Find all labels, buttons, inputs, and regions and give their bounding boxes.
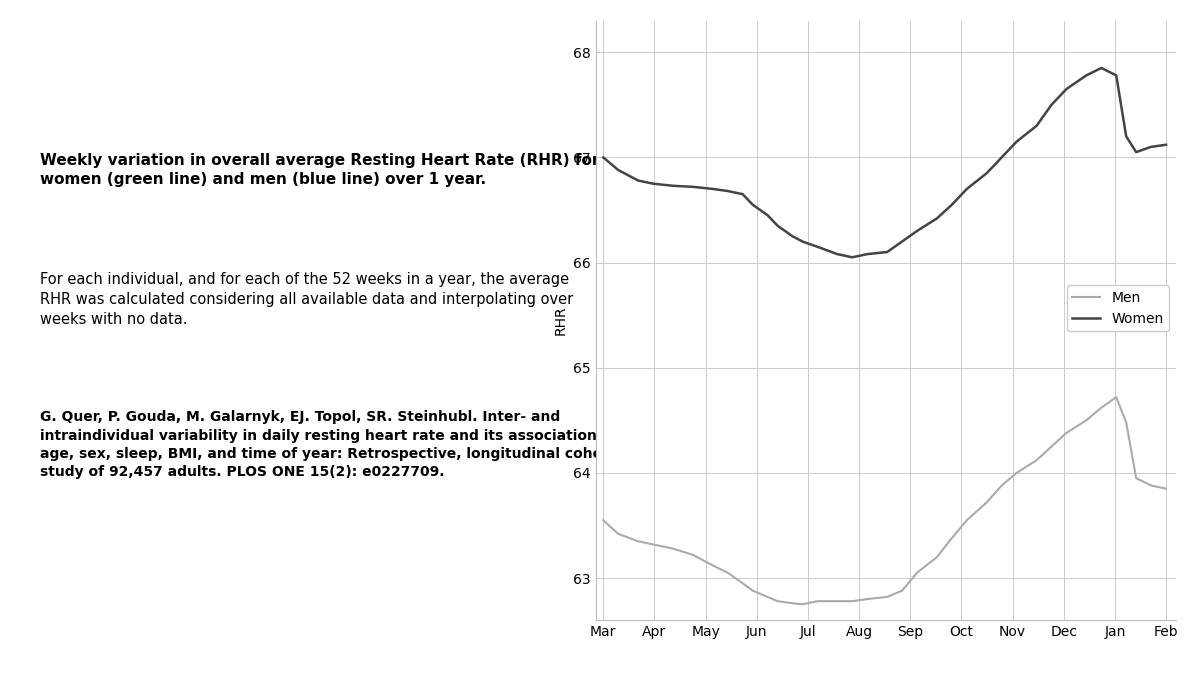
Men xyxy=(1009,469,1024,477)
Women xyxy=(666,182,680,190)
Men xyxy=(1030,456,1044,464)
Women xyxy=(1109,71,1123,79)
Men xyxy=(736,579,750,588)
Women xyxy=(910,227,924,235)
Women xyxy=(979,169,994,177)
Men xyxy=(880,593,894,601)
Women xyxy=(1094,64,1109,72)
Women xyxy=(785,232,799,240)
Men xyxy=(1109,393,1123,401)
Women xyxy=(860,250,875,258)
Women xyxy=(745,200,760,209)
Women xyxy=(1030,122,1044,130)
Men xyxy=(1159,484,1174,493)
Men xyxy=(979,498,994,506)
Women xyxy=(830,250,845,258)
Women xyxy=(995,153,1009,161)
Men xyxy=(1094,404,1109,412)
Men xyxy=(810,597,824,606)
Men xyxy=(685,551,700,559)
Women xyxy=(880,248,894,256)
Women xyxy=(944,200,959,209)
Men xyxy=(666,544,680,553)
Women xyxy=(596,153,611,161)
Men xyxy=(910,568,924,577)
Line: Women: Women xyxy=(604,68,1166,257)
Men xyxy=(611,530,625,538)
Women xyxy=(761,211,775,219)
Men xyxy=(930,553,944,561)
Text: For each individual, and for each of the 52 weeks in a year, the average
RHR was: For each individual, and for each of the… xyxy=(40,272,574,327)
Women xyxy=(1159,141,1174,149)
Women xyxy=(631,176,646,185)
Women xyxy=(1079,71,1093,79)
Men xyxy=(770,597,785,606)
Women xyxy=(1060,85,1074,93)
Women xyxy=(706,185,720,193)
Men xyxy=(761,593,775,601)
Women xyxy=(1044,101,1058,109)
Women xyxy=(930,214,944,223)
Women xyxy=(796,238,810,246)
Men xyxy=(960,516,974,524)
Women xyxy=(845,253,859,261)
Y-axis label: RHR: RHR xyxy=(553,306,568,335)
Men xyxy=(796,600,810,608)
Men xyxy=(1060,429,1074,437)
Women xyxy=(720,187,734,195)
Men xyxy=(1079,416,1093,424)
Women xyxy=(736,190,750,198)
Women xyxy=(646,180,660,188)
Men xyxy=(1129,474,1144,482)
Men xyxy=(720,568,734,577)
Men xyxy=(895,586,910,595)
Men xyxy=(596,516,611,524)
Women xyxy=(770,222,785,230)
Women xyxy=(611,166,625,174)
Women xyxy=(810,243,824,251)
Text: Weekly variation in overall average Resting Heart Rate (RHR) for
women (green li: Weekly variation in overall average Rest… xyxy=(40,152,599,187)
Men xyxy=(631,537,646,546)
Women xyxy=(1129,148,1144,156)
Text: G. Quer, P. Gouda, M. Galarnyk, EJ. Topol, SR. Steinhubl. Inter- and
intraindivi: G. Quer, P. Gouda, M. Galarnyk, EJ. Topo… xyxy=(40,411,644,480)
Legend: Men, Women: Men, Women xyxy=(1067,285,1169,331)
Men xyxy=(860,595,875,603)
Line: Men: Men xyxy=(604,397,1166,604)
Women xyxy=(960,185,974,193)
Women xyxy=(1144,143,1158,151)
Women xyxy=(1118,132,1133,141)
Men xyxy=(646,540,660,548)
Men xyxy=(785,599,799,608)
Men xyxy=(1118,418,1133,426)
Men xyxy=(830,597,845,606)
Men xyxy=(995,482,1009,490)
Men xyxy=(944,534,959,542)
Men xyxy=(845,597,859,606)
Men xyxy=(1044,442,1058,451)
Women xyxy=(895,238,910,246)
Men xyxy=(1144,482,1158,490)
Men xyxy=(745,586,760,595)
Men xyxy=(706,562,720,570)
Women xyxy=(1009,138,1024,146)
Women xyxy=(685,183,700,191)
